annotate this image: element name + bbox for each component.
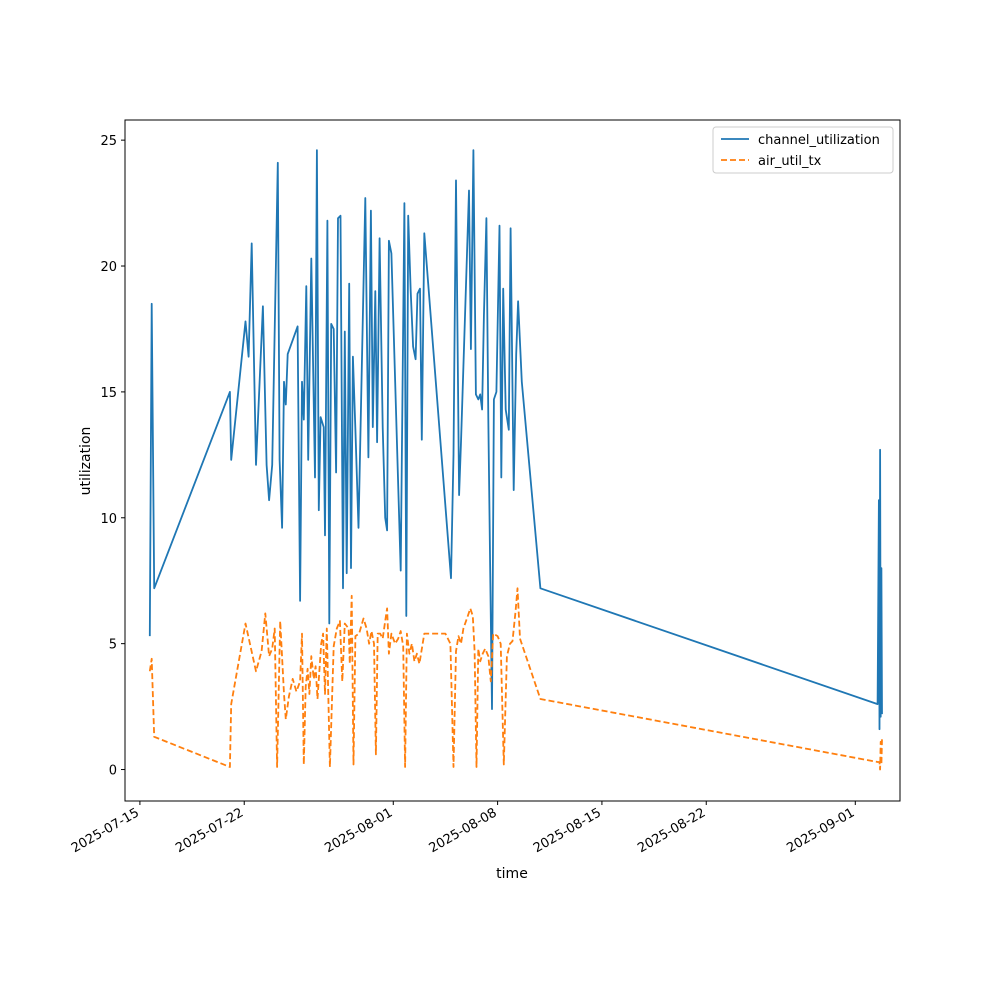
axes-frame xyxy=(124,119,901,802)
series-layer xyxy=(148,149,883,771)
y-tick-label: 5 xyxy=(109,638,117,653)
y-tick-label: 15 xyxy=(100,386,117,401)
y-tick-label: 20 xyxy=(100,260,117,275)
y-axis-title: utilization xyxy=(78,427,94,496)
legend: channel_utilization air_util_tx xyxy=(712,126,894,174)
x-axis-title: time xyxy=(496,866,528,882)
legend-label-air-util-tx: air_util_tx xyxy=(758,154,822,169)
legend-label-channel-utilization: channel_utilization xyxy=(758,133,880,148)
series-line-channel-utilization xyxy=(148,149,883,731)
y-axis: 0 5 10 15 20 25 xyxy=(100,134,125,779)
y-tick-label: 10 xyxy=(100,512,117,527)
y-tick-label: 0 xyxy=(109,764,117,779)
series-line-air-util-tx xyxy=(148,587,883,771)
legend-box xyxy=(712,126,894,174)
y-tick-label: 25 xyxy=(100,134,117,149)
